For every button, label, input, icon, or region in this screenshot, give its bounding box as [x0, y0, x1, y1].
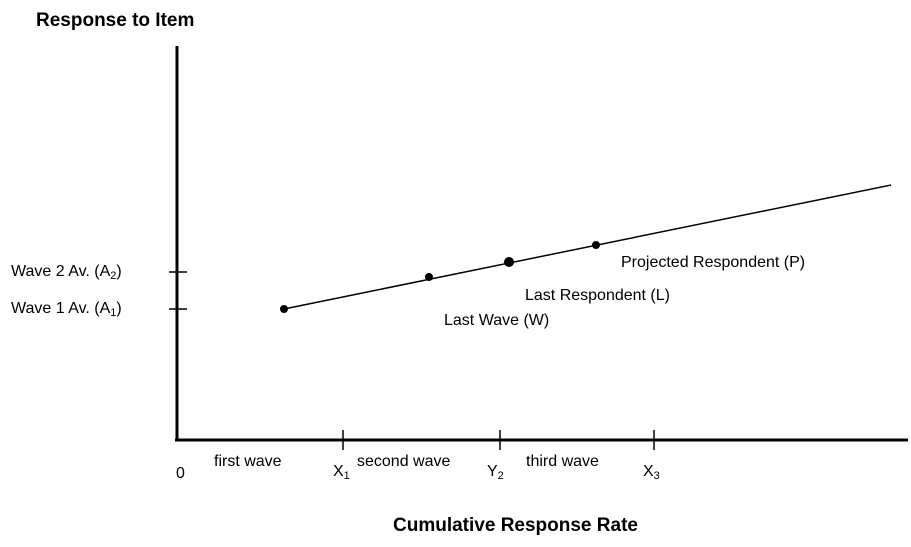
x-axis-title: Cumulative Response Rate [393, 515, 638, 536]
point-projected-respondent [592, 241, 600, 249]
x-tick-label-x3: X3 [643, 463, 660, 482]
wave-label-second: second wave [357, 453, 451, 470]
y-tick-label-wave2: Wave 2 Av. (A2) [11, 263, 122, 282]
label-last-wave: Last Wave (W) [444, 312, 550, 329]
wave-label-first: first wave [214, 453, 282, 470]
point-wave1-average [280, 305, 288, 313]
origin-label: 0 [176, 465, 185, 482]
label-projected-respondent: Projected Respondent (P) [621, 254, 806, 271]
wave-label-third: third wave [526, 453, 599, 470]
point-last-respondent [504, 257, 514, 267]
label-last-respondent: Last Respondent (L) [525, 287, 670, 304]
trend-line [283, 184, 892, 310]
y-axis-title: Response to Item [36, 10, 195, 31]
y-tick-label-wave1: Wave 1 Av. (A1) [11, 300, 122, 319]
x-tick-label-y2: Y2 [487, 463, 504, 482]
x-tick-label-x1: X1 [333, 463, 350, 482]
point-last-wave [425, 273, 433, 281]
